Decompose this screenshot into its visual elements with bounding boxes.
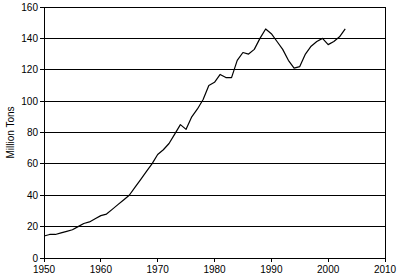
x-tick-label: 1950 — [33, 264, 56, 275]
grid-line — [44, 101, 385, 102]
y-tick-label: 80 — [27, 127, 39, 138]
plot-area — [44, 29, 345, 236]
data-line — [44, 29, 345, 236]
x-tick — [385, 258, 386, 262]
y-tick — [40, 69, 44, 70]
y-tick-label: 60 — [27, 158, 39, 169]
x-tick — [328, 258, 329, 262]
y-tick-label: 120 — [21, 64, 38, 75]
x-tick — [157, 258, 158, 262]
x-tick-label: 1990 — [260, 264, 283, 275]
x-tick-label: 1970 — [147, 264, 170, 275]
y-tick-label: 140 — [21, 33, 38, 44]
y-tick-label: 100 — [21, 96, 38, 107]
grid-line — [44, 163, 385, 164]
y-tick-label: 40 — [27, 190, 39, 201]
y-tick — [40, 258, 44, 259]
y-tick — [40, 38, 44, 39]
x-tick — [271, 258, 272, 262]
x-tick — [100, 258, 101, 262]
x-tick-label: 1960 — [90, 264, 113, 275]
y-tick — [40, 101, 44, 102]
grid-line — [44, 226, 385, 227]
y-tick-label: 0 — [32, 253, 38, 264]
x-tick — [214, 258, 215, 262]
grid-line — [44, 132, 385, 133]
grid-line — [44, 69, 385, 70]
plot-frame — [44, 7, 385, 258]
y-axis-label: Million Tons — [5, 106, 16, 158]
y-tick — [40, 132, 44, 133]
chart: 0 20 40 60 80 100 120 140 160 1950 1960 1970 1980 199… — [0, 0, 400, 279]
y-tick — [40, 163, 44, 164]
grid-line — [44, 195, 385, 196]
y-tick — [40, 226, 44, 227]
grid-line — [44, 38, 385, 39]
x-tick-label: 1980 — [203, 264, 226, 275]
y-tick-label: 160 — [21, 2, 38, 13]
y-tick — [40, 195, 44, 196]
x-tick — [44, 258, 45, 262]
y-tick-label: 20 — [27, 221, 39, 232]
x-tick-label: 2010 — [374, 264, 397, 275]
x-tick-label: 2000 — [317, 264, 340, 275]
y-tick — [40, 7, 44, 8]
